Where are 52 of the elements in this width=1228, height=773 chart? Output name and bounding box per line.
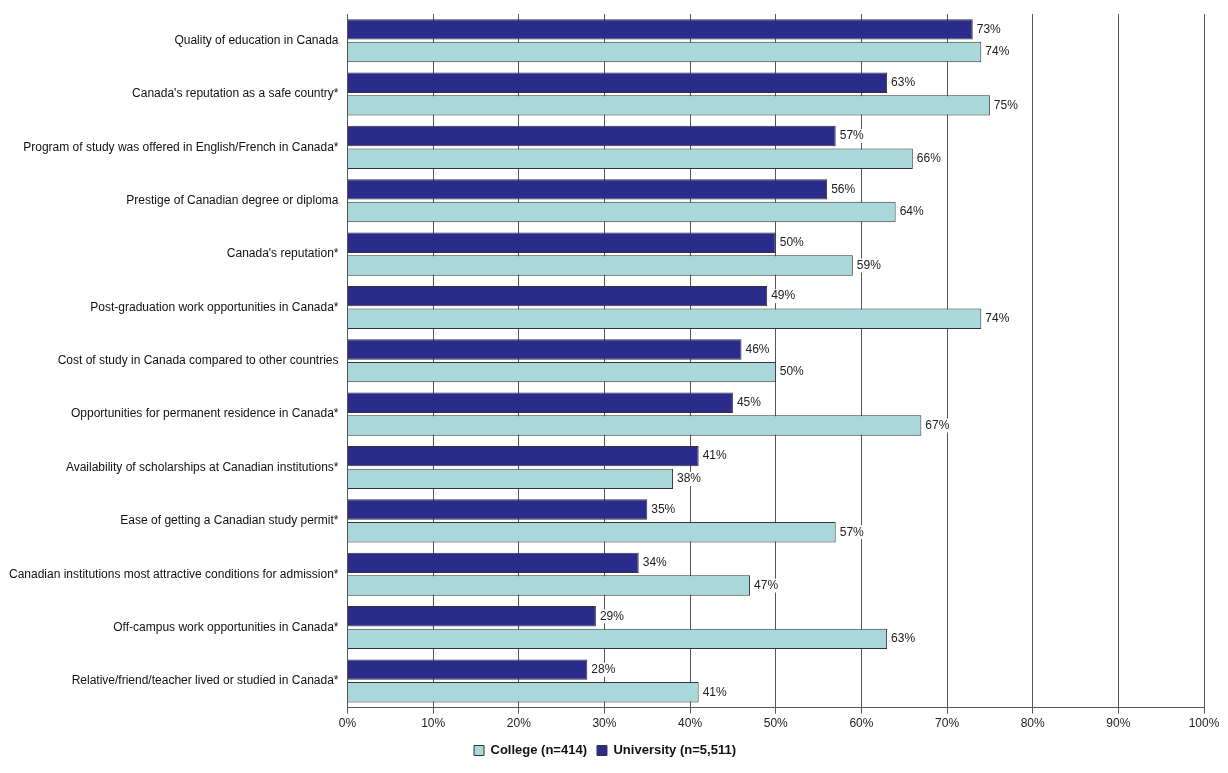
x-tick-label: 40% — [678, 716, 703, 731]
data-label: 67% — [925, 417, 950, 432]
x-tick-label: 0% — [338, 716, 357, 731]
data-label: 64% — [899, 204, 925, 219]
data-label: 56% — [831, 181, 856, 196]
x-tick-label: 30% — [592, 716, 617, 731]
x-tick-label: 80% — [1020, 716, 1046, 731]
y-tick-label: Canada's reputation* — [226, 246, 339, 261]
data-label: 57% — [839, 524, 865, 539]
y-tick-label: Cost of study in Canada compared to other countries — [57, 353, 339, 368]
data-label: 41% — [702, 448, 728, 463]
data-label: 57% — [839, 128, 865, 143]
y-tick-label: Prestige of Canadian degree or diploma — [126, 193, 339, 208]
y-tick-label: Ease of getting a Canadian study permit* — [120, 513, 339, 528]
data-label: 46% — [745, 341, 770, 356]
y-tick-label: Availability of scholarships at Canadian institutions* — [65, 459, 339, 474]
data-label: 73% — [976, 21, 1002, 36]
data-label: 29% — [599, 608, 625, 623]
y-tick-label: Off-campus work opportunities in Canada* — [113, 619, 339, 634]
x-tick-label: 10% — [421, 716, 446, 731]
data-label: 74% — [985, 44, 1010, 59]
x-tick-label: 90% — [1106, 716, 1131, 731]
x-tick-label: 20% — [506, 716, 532, 731]
data-label: 74% — [985, 311, 1010, 326]
data-label: 28% — [591, 661, 616, 676]
data-label: 35% — [651, 501, 676, 516]
y-tick-label: Opportunities for permanent residence in Canada* — [71, 406, 339, 421]
data-label: 63% — [891, 75, 916, 90]
data-label: 66% — [916, 151, 942, 166]
data-label: 49% — [771, 288, 796, 303]
y-tick-label: Canada's reputation as a safe country* — [132, 86, 339, 101]
data-label: 41% — [702, 684, 728, 699]
y-tick-label: Program of study was offered in English/French in Canada* — [23, 139, 339, 154]
data-label: 45% — [736, 395, 762, 410]
legend-label: College (n=414) — [490, 742, 587, 758]
x-tick-label: 60% — [849, 716, 874, 731]
y-tick-label: Canadian institutions most attractive conditions for admission* — [9, 566, 339, 581]
y-tick-label: Relative/friend/teacher lived or studied in Canada* — [71, 673, 339, 688]
data-label: 63% — [891, 631, 916, 646]
x-tick-label: 50% — [763, 716, 789, 731]
legend-label: University (n=5,511) — [613, 742, 736, 758]
data-label: 75% — [993, 97, 1019, 112]
x-tick-label: 70% — [935, 716, 960, 731]
data-label: 38% — [676, 471, 702, 486]
y-tick-label: Post-graduation work opportunities in Canada* — [90, 299, 339, 314]
data-label: 59% — [856, 257, 882, 272]
data-label: 34% — [642, 555, 668, 570]
data-label: 47% — [754, 577, 779, 592]
data-label: 50% — [779, 364, 805, 379]
y-tick-label: Quality of education in Canada — [174, 32, 339, 47]
data-label: 50% — [779, 235, 805, 250]
x-tick-label: 100% — [1188, 716, 1220, 731]
